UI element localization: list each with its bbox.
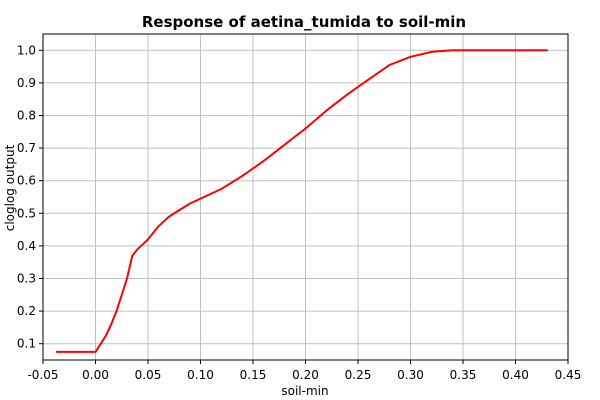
x-tick-label: 0.05: [135, 368, 162, 382]
y-axis-label: cloglog output: [3, 144, 17, 231]
y-tick-label: 0.5: [17, 206, 36, 220]
x-tick-label: 0.30: [397, 368, 424, 382]
y-tick-label: 0.7: [17, 141, 36, 155]
response-curve-line: [55, 49, 548, 353]
y-tick-label: 0.3: [17, 272, 36, 286]
x-tick-label: 0.15: [240, 368, 267, 382]
x-tick-label: -0.05: [27, 368, 58, 382]
x-tick-label: 0.40: [502, 368, 529, 382]
x-tick-label: 0.35: [450, 368, 477, 382]
grid: [42, 34, 569, 360]
y-tick-label: 1.0: [17, 43, 36, 57]
y-tick-label: 0.6: [17, 174, 36, 188]
x-tick-label: 0.00: [82, 368, 109, 382]
y-axis-ticks: 0.1 0.2 0.3 0.4 0.5 0.6 0.7 0.8 0.9 1.0: [17, 43, 43, 351]
y-tick-label: 0.9: [17, 76, 36, 90]
x-tick-label: 0.20: [292, 368, 319, 382]
x-axis-label: soil-min: [281, 384, 328, 398]
y-tick-label: 0.2: [17, 304, 36, 318]
x-tick-label: 0.10: [187, 368, 214, 382]
y-tick-label: 0.4: [17, 239, 36, 253]
x-tick-label: 0.45: [555, 368, 582, 382]
chart-title: Response of aetina_tumida to soil-min: [142, 13, 466, 31]
plot-area: [55, 49, 548, 353]
y-tick-label: 0.8: [17, 109, 36, 123]
y-tick-label: 0.1: [17, 337, 36, 351]
x-axis-ticks: -0.05 0.00 0.05 0.10 0.15 0.20 0.25 0.30 0.35 0.4…: [27, 360, 581, 382]
x-tick-label: 0.25: [345, 368, 372, 382]
